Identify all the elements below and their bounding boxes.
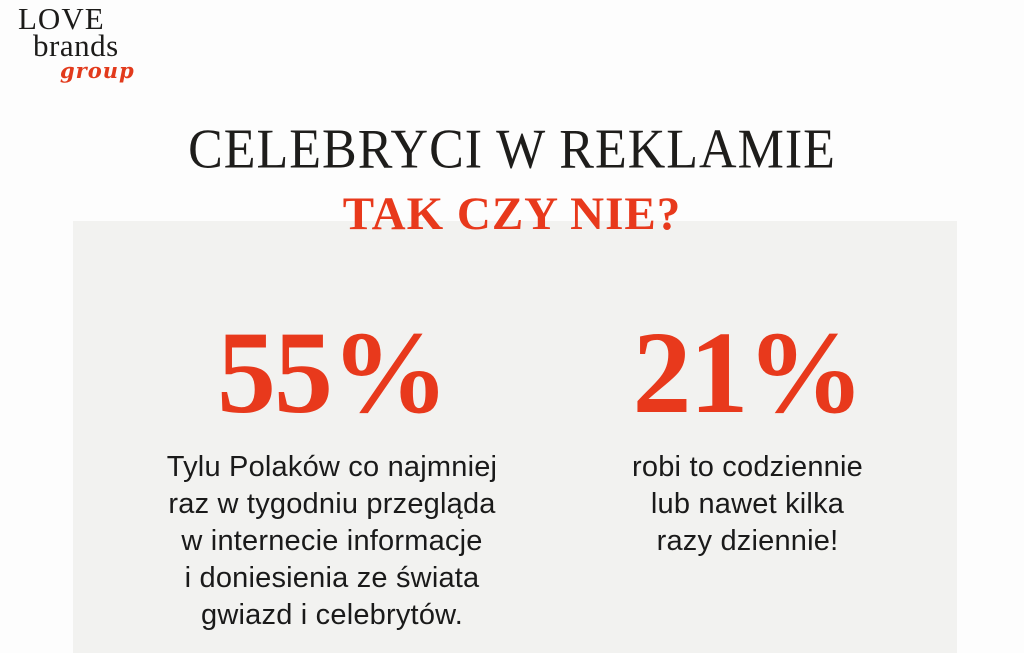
- stat-desc-line: lub nawet kilka: [650, 488, 845, 520]
- content-panel: [73, 221, 957, 653]
- stat-desc-line: gwiazd i celebrytów.: [201, 599, 463, 631]
- stat-weekly-browsers: 55% Tylu Polaków co najmniej raz w tygod…: [132, 314, 532, 634]
- stat-desc-line: razy dziennie!: [656, 525, 839, 557]
- stat-value-21: 21%: [632, 307, 865, 438]
- logo-word-group: group: [60, 57, 135, 83]
- logo-word-love: LOVE: [18, 1, 105, 36]
- love-brands-group-logo: LOVE brands group: [18, 1, 135, 83]
- stat-description-21: robi to codziennie lub nawet kilka razy …: [570, 449, 925, 560]
- logo-word-brands: brands: [33, 28, 119, 64]
- stat-description-55: Tylu Polaków co najmniej raz w tygodniu …: [132, 449, 532, 634]
- stat-desc-line: robi to codziennie: [632, 451, 863, 483]
- stat-daily-browsers: 21% robi to codziennie lub nawet kilka r…: [570, 314, 925, 560]
- stat-desc-line: w internecie informacje: [181, 525, 483, 557]
- stat-desc-line: raz w tygodniu przegląda: [168, 488, 496, 520]
- page-subtitle: TAK CZY NIE?: [342, 188, 682, 240]
- page-title: CELEBRYCI W REKLAMIE: [188, 119, 836, 181]
- stat-desc-line: i doniesienia ze świata: [184, 562, 480, 594]
- stat-value-55: 55%: [217, 307, 449, 438]
- stat-desc-line: Tylu Polaków co najmniej: [166, 451, 498, 483]
